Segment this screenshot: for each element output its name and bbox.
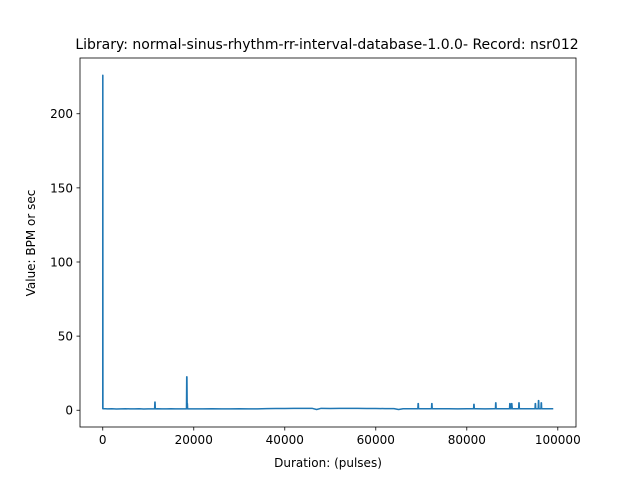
y-tick-label: 50: [58, 330, 73, 344]
y-axis-label: Value: BPM or sec: [24, 190, 38, 297]
x-axis: 0 20000 40000 60000 80000 100000: [99, 427, 581, 447]
plot-area: [102, 74, 554, 411]
x-tick-label: 80000: [448, 433, 486, 447]
y-tick-label: 150: [50, 181, 73, 195]
y-tick-label: 0: [65, 404, 73, 418]
x-tick-label: 20000: [175, 433, 213, 447]
y-axis: 0 50 100 150 200: [50, 107, 80, 418]
y-tick-label: 100: [50, 255, 73, 269]
x-axis-label: Duration: (pulses): [274, 456, 382, 470]
x-tick-label: 40000: [266, 433, 304, 447]
x-tick-label: 0: [99, 433, 107, 447]
series-line: [102, 74, 554, 411]
chart-title: Library: normal-sinus-rhythm-rr-interval…: [75, 37, 578, 53]
axes-frame: [79, 57, 577, 428]
x-tick-label: 100000: [535, 433, 581, 447]
y-tick-label: 200: [50, 107, 73, 121]
x-tick-label: 60000: [357, 433, 395, 447]
